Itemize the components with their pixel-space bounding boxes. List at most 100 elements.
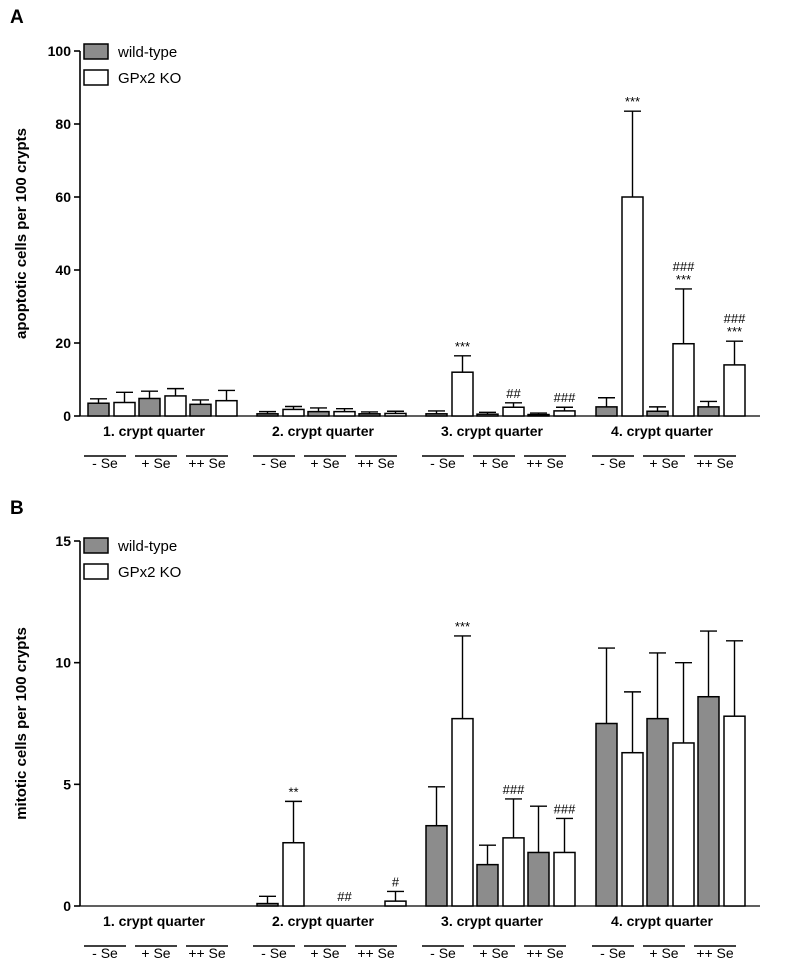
bar-ko: [672, 342, 695, 417]
bar-ko: [282, 408, 305, 417]
bar-wildtype: [646, 717, 669, 907]
bar-wildtype: [476, 863, 499, 907]
y-tick-label: 0: [63, 898, 71, 914]
panel-letter: A: [10, 7, 24, 28]
bar-ko: [502, 406, 525, 417]
significance-label: ###: [554, 390, 576, 405]
significance-label: ***: [676, 272, 691, 287]
bar-ko: [502, 837, 525, 907]
bar-wildtype: [595, 406, 618, 417]
category-label: - Se: [430, 455, 456, 471]
category-label: - Se: [600, 455, 626, 471]
group-label: 4. crypt quarter: [611, 423, 713, 439]
bar-ko: [164, 395, 187, 417]
bar-wildtype: [256, 413, 279, 417]
significance-label: ***: [455, 619, 470, 634]
y-tick-label: 10: [55, 655, 71, 671]
category-label: + Se: [649, 945, 678, 961]
y-tick-label: 60: [55, 189, 71, 205]
category-label: - Se: [92, 455, 118, 471]
category-label: ++ Se: [188, 945, 226, 961]
group-label: 3. crypt quarter: [441, 913, 543, 929]
bar-ko: [553, 851, 576, 907]
bar-ko: [333, 410, 356, 417]
bar-wildtype: [646, 410, 669, 417]
significance-label: ###: [503, 782, 525, 797]
significance-label: ***: [625, 94, 640, 109]
bar-wildtype: [425, 413, 448, 417]
bar-ko: [451, 371, 474, 417]
bar-ko: [384, 412, 407, 417]
bar-ko: [113, 401, 136, 417]
group-label: 1. crypt quarter: [103, 423, 205, 439]
legend-swatch: [83, 563, 109, 580]
bar-wildtype: [527, 851, 550, 907]
category-label: - Se: [92, 945, 118, 961]
significance-label: ##: [337, 889, 352, 904]
bar-wildtype: [697, 406, 720, 417]
category-label: ++ Se: [357, 455, 395, 471]
bar-wildtype: [697, 695, 720, 907]
category-label: ++ Se: [696, 945, 734, 961]
y-tick-label: 0: [63, 408, 71, 424]
bar-ko: [384, 900, 407, 907]
bar-wildtype: [87, 402, 110, 417]
group-label: 3. crypt quarter: [441, 423, 543, 439]
group-label: 2. crypt quarter: [272, 423, 374, 439]
category-label: + Se: [141, 455, 170, 471]
bar-wildtype: [527, 413, 550, 417]
significance-label: #: [392, 874, 400, 889]
significance-label: ###: [724, 311, 746, 326]
y-axis-label: mitotic cells per 100 crypts: [13, 627, 30, 820]
y-axis-label: apoptotic cells per 100 crypts: [13, 128, 30, 339]
y-tick-label: 40: [55, 262, 71, 278]
significance-label: ***: [455, 339, 470, 354]
group-label: 2. crypt quarter: [272, 913, 374, 929]
bar-wildtype: [256, 902, 279, 907]
bar-ko: [672, 742, 695, 907]
y-tick-label: 5: [63, 776, 71, 792]
category-label: + Se: [310, 455, 339, 471]
group-label: 1. crypt quarter: [103, 913, 205, 929]
legend-label: GPx2 KO: [118, 70, 181, 87]
bar-ko: [282, 841, 305, 907]
bar-ko: [723, 715, 746, 907]
category-label: ++ Se: [696, 455, 734, 471]
bar-ko: [215, 399, 238, 417]
group-label: 4. crypt quarter: [611, 913, 713, 929]
significance-label: ###: [673, 259, 695, 274]
legend-swatch: [83, 43, 109, 60]
bar-ko: [723, 364, 746, 417]
category-label: ++ Se: [526, 945, 564, 961]
bar-wildtype: [138, 397, 161, 417]
bar-ko: [553, 410, 576, 417]
category-label: + Se: [310, 945, 339, 961]
legend-label: wild-type: [117, 44, 177, 61]
legend-label: GPx2 KO: [118, 564, 181, 581]
category-label: - Se: [261, 945, 287, 961]
category-label: ++ Se: [526, 455, 564, 471]
bar-wildtype: [595, 722, 618, 907]
bar-wildtype: [189, 403, 212, 417]
category-label: - Se: [261, 455, 287, 471]
bar-ko: [621, 751, 644, 907]
significance-label: **: [288, 784, 298, 799]
bar-wildtype: [307, 410, 330, 417]
legend-label: wild-type: [117, 538, 177, 555]
bar-wildtype: [425, 824, 448, 907]
bar-wildtype: [476, 413, 499, 417]
y-tick-label: 20: [55, 335, 71, 351]
bar-ko: [451, 717, 474, 907]
category-label: + Se: [649, 455, 678, 471]
significance-label: ##: [506, 386, 521, 401]
significance-label: ###: [554, 801, 576, 816]
category-label: ++ Se: [357, 945, 395, 961]
bar-ko: [621, 196, 644, 417]
category-label: - Se: [430, 945, 456, 961]
y-tick-label: 15: [55, 533, 71, 549]
category-label: + Se: [479, 455, 508, 471]
